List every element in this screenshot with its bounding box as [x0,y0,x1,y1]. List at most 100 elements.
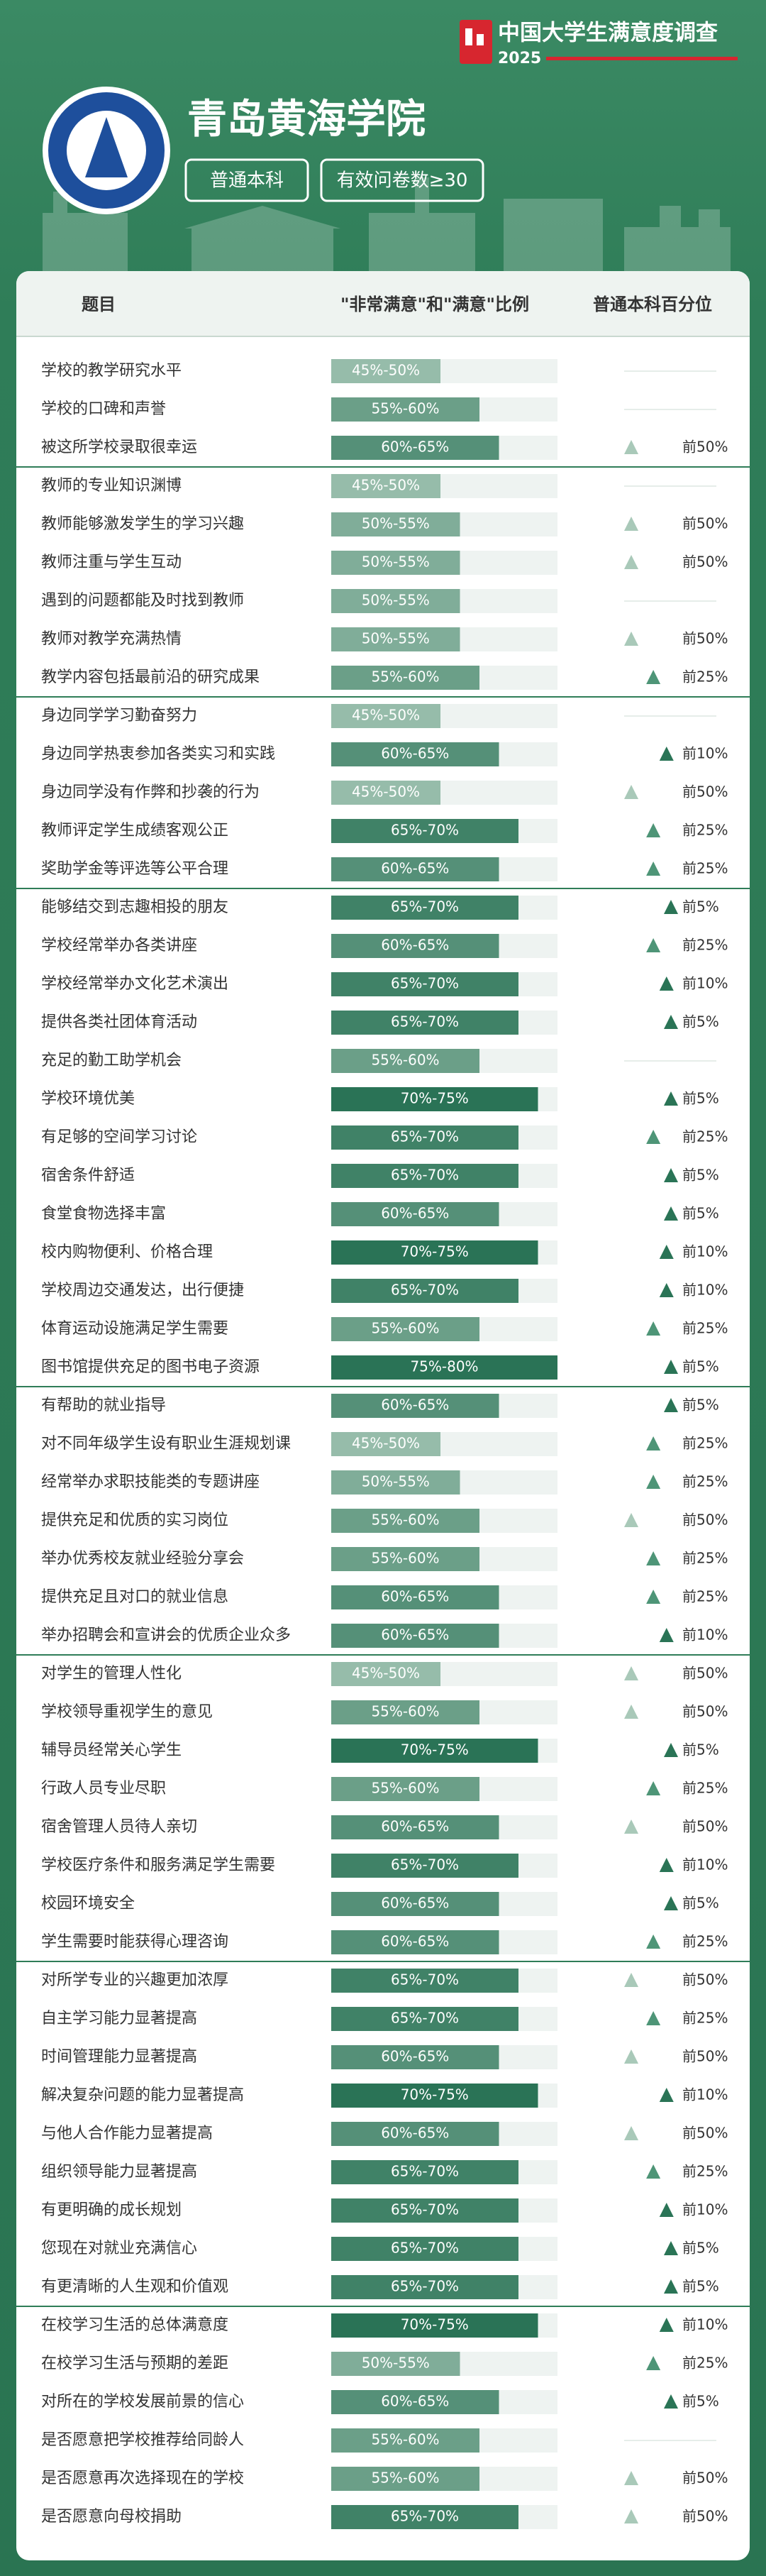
percentile-label: 前50% [682,554,728,571]
bar [331,1087,538,1111]
percentile-marker [664,1015,678,1029]
bar-label: 60%-65% [381,937,449,954]
percentile-marker [659,1245,674,1259]
item-label: 学校环境优美 [41,1090,135,1108]
percentile-marker [624,2049,639,2064]
percentile-marker [664,1206,678,1221]
bar-label: 50%-55% [362,2355,430,2372]
bar-label: 55%-60% [371,2470,439,2487]
item-label: 学校经常举办文化艺术演出 [41,975,228,993]
item-label: 与他人合作能力显著提高 [41,2125,213,2142]
percentile-marker [659,976,674,991]
item-label: 被这所学校录取很幸运 [41,439,197,456]
item-label: 教师能够激发学生的学习兴趣 [41,515,244,533]
percentile-label: 前5% [682,1358,719,1375]
bar [331,742,499,766]
item-label: 自主学习能力显著提高 [41,2010,197,2027]
bar-label: 65%-70% [391,1013,459,1030]
percentile-marker [646,2356,661,2370]
column-header: "非常满意"和"满意"比例 [340,295,529,314]
item-label: 有帮助的就业指导 [41,1397,166,1414]
item-label: 教师注重与学生互动 [41,554,182,571]
percentile-marker [659,1628,674,1642]
bar [331,781,440,805]
bar-label: 60%-65% [381,439,449,456]
table-header-bg [16,271,750,336]
bar [331,1815,499,1839]
bar [331,666,479,690]
bar [331,1394,499,1418]
percentile-marker [664,1091,678,1106]
bar-label: 65%-70% [391,2163,459,2180]
bar [331,436,499,460]
bar [331,1739,538,1763]
percentile-label: 前50% [682,2125,728,2142]
percentile-marker [624,517,639,531]
item-label: 身边同学没有作弊和抄袭的行为 [41,783,260,801]
bar [331,1432,440,1456]
bar [331,2467,479,2491]
bar-label: 60%-65% [381,2393,449,2410]
percentile-label: 前5% [682,2240,719,2257]
bar-label: 50%-55% [362,630,430,647]
bar-label: 50%-55% [362,1473,430,1490]
item-label: 提供各类社团体育活动 [41,1013,197,1031]
bar-label: 70%-75% [401,2086,469,2103]
bar-label: 55%-60% [371,1052,439,1069]
percentile-label: 前25% [682,2355,728,2372]
bar-label: 50%-55% [362,592,430,609]
item-label: 身边同学热衷参加各类实习和实践 [41,745,275,763]
percentile-label: 前50% [682,1818,728,1835]
item-label: 是否愿意再次选择现在的学校 [41,2470,244,2487]
bar-label: 70%-75% [401,1243,469,1260]
percentile-label: 前25% [682,1933,728,1950]
bar-label: 65%-70% [391,2201,459,2218]
item-label: 食堂食物选择丰富 [41,1205,166,1223]
bar [331,2045,499,2069]
bar-label: 65%-70% [391,1282,459,1299]
bar-label: 60%-65% [381,2125,449,2142]
item-label: 宿舍管理人员待人亲切 [41,1818,197,1836]
item-label: 行政人员专业尽职 [41,1780,166,1798]
bar-label: 45%-50% [352,362,420,379]
bar [331,1777,479,1801]
bar [331,551,460,575]
item-label: 有更清晰的人生观和价值观 [41,2278,228,2296]
bar-label: 60%-65% [381,1588,449,1605]
percentile-label: 前50% [682,439,728,456]
percentile-marker [646,670,661,684]
item-label: 时间管理能力显著提高 [41,2048,197,2066]
school-name: 青岛黄海学院 [187,97,426,143]
item-label: 对不同年级学生设有职业生涯规划课 [41,1435,291,1453]
percentile-label: 前50% [682,2508,728,2525]
bar-label: 55%-60% [371,1512,439,1529]
percentile-marker [664,2279,678,2294]
percentile-label: 前5% [682,1205,719,1222]
percentile-label: 前10% [682,745,728,762]
item-label: 提供充足且对口的就业信息 [41,1588,228,1606]
skyline [43,177,731,271]
bar [331,2007,518,2031]
bar [331,1585,499,1609]
bar [331,1662,440,1686]
item-label: 奖助学金等评选等公平合理 [41,860,228,878]
item-label: 您现在对就业充满信心 [41,2240,197,2257]
bar [331,589,460,613]
bar [331,1930,499,1954]
percentile-marker [646,938,661,952]
percentile-label: 前25% [682,1780,728,1797]
item-label: 在校学习生活的总体满意度 [41,2316,228,2334]
item-label: 校内购物便利、价格合理 [41,1243,213,1261]
item-label: 宿舍条件舒适 [41,1167,135,1184]
percentile-label: 前5% [682,1090,719,1107]
bar [331,1969,518,1993]
bar-label: 65%-70% [391,898,459,915]
percentile-marker [659,1858,674,1872]
bar [331,1202,499,1226]
bar [331,2160,518,2184]
percentile-label: 前10% [682,1856,728,1873]
bar-label: 45%-50% [352,477,420,494]
bar-label: 60%-65% [381,1205,449,1222]
item-label: 举办招聘会和宣讲会的优质企业众多 [41,1626,291,1644]
item-label: 经常举办求职技能类的专题讲座 [41,1473,260,1491]
